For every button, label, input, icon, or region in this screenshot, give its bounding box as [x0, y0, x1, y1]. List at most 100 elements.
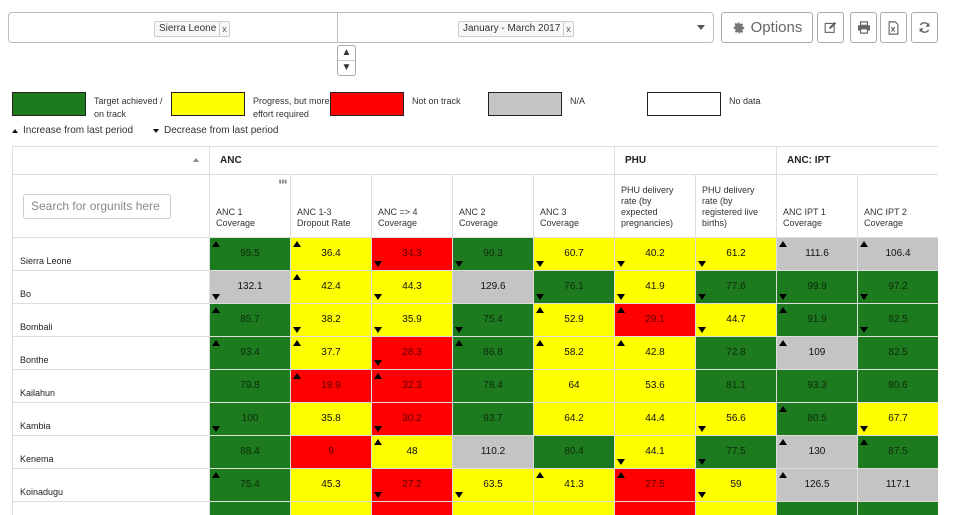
score-cell[interactable]: 81.1 — [695, 369, 778, 403]
score-cell[interactable]: 80.5 — [776, 402, 859, 436]
score-cell[interactable]: 53.6 — [614, 369, 697, 403]
print-button[interactable] — [850, 12, 877, 43]
score-cell[interactable]: 99.9 — [776, 270, 859, 304]
score-cell[interactable]: 52.9 — [532, 303, 616, 337]
bar-chart-icon[interactable]: ▮▮▮ — [278, 179, 287, 185]
score-cell[interactable]: 27.2 — [371, 468, 453, 502]
score-cell[interactable]: 91.9 — [776, 303, 859, 337]
org-unit-selector[interactable]: Sierra Leone x — [8, 12, 338, 43]
table-row[interactable]: Bombali 85.7 38.2 35.9 75.4 52.9 29.1 44.7 91.9 8… — [12, 303, 938, 337]
score-cell[interactable]: 97.2 — [857, 270, 938, 304]
table-row[interactable]: Kenema 88.4 9 48 110.2 80.4 44.1 77.5 130 87.5 — [12, 435, 938, 469]
score-cell[interactable]: 42.8 — [614, 336, 697, 370]
score-cell[interactable]: 85.7 — [209, 303, 291, 337]
org-unit-name[interactable]: Kailahun — [12, 369, 210, 403]
score-cell[interactable]: 64.2 — [532, 402, 616, 436]
column-header[interactable]: ANC 1 Coverage ▮▮▮ — [209, 174, 291, 238]
score-cell[interactable]: 126.5 — [776, 468, 859, 502]
org-unit-name[interactable]: Bombali — [12, 303, 210, 337]
org-unit-name[interactable]: Koinadugu — [12, 468, 210, 502]
score-cell[interactable]: 132.1 — [209, 270, 291, 304]
score-cell[interactable]: 29.1 — [614, 303, 697, 337]
score-cell[interactable] — [695, 501, 778, 515]
score-cell[interactable]: 35.9 — [371, 303, 453, 337]
org-unit-name[interactable]: Kambia — [12, 402, 210, 436]
score-cell[interactable]: 77.6 — [695, 270, 778, 304]
score-cell[interactable]: 110.2 — [452, 435, 534, 469]
score-cell[interactable]: 87.5 — [857, 435, 938, 469]
column-header[interactable]: ANC 2 Coverage — [452, 174, 534, 238]
score-cell[interactable] — [452, 501, 534, 515]
score-cell[interactable]: 63.5 — [452, 468, 534, 502]
chevron-down-icon[interactable] — [697, 25, 705, 30]
score-cell[interactable]: 44.4 — [614, 402, 697, 436]
score-cell[interactable] — [857, 501, 938, 515]
score-cell[interactable]: 38.2 — [290, 303, 372, 337]
score-cell[interactable]: 48 — [371, 435, 453, 469]
export-excel-button[interactable] — [880, 12, 907, 43]
period-chip-remove-button[interactable]: x — [563, 22, 573, 36]
score-cell[interactable]: 45.3 — [290, 468, 372, 502]
score-cell[interactable]: 9 — [290, 435, 372, 469]
score-cell[interactable]: 27.5 — [614, 468, 697, 502]
score-cell[interactable]: 117.1 — [857, 468, 938, 502]
score-cell[interactable]: 130 — [776, 435, 859, 469]
score-cell[interactable] — [209, 501, 291, 515]
score-cell[interactable]: 41.3 — [532, 468, 616, 502]
org-unit-name[interactable]: Kenema — [12, 435, 210, 469]
org-unit-name[interactable]: Sierra Leone — [12, 237, 210, 271]
period-selector[interactable]: January - March 2017 x — [337, 12, 714, 43]
stepper-down-button[interactable]: ▼ — [338, 60, 355, 74]
refresh-button[interactable] — [911, 12, 938, 43]
score-cell[interactable]: 28.3 — [371, 336, 453, 370]
column-header[interactable]: ANC IPT 1 Coverage — [776, 174, 859, 238]
column-header[interactable]: ANC 1-3 Dropout Rate — [290, 174, 372, 238]
score-cell[interactable]: 129.6 — [452, 270, 534, 304]
score-cell[interactable]: 72.8 — [695, 336, 778, 370]
score-cell[interactable]: 100 — [209, 402, 291, 436]
score-cell[interactable]: 93.4 — [209, 336, 291, 370]
sort-arrow-icon[interactable] — [193, 158, 199, 162]
score-cell[interactable] — [371, 501, 453, 515]
score-cell[interactable]: 75.4 — [209, 468, 291, 502]
score-cell[interactable]: 64 — [532, 369, 616, 403]
score-cell[interactable]: 86.8 — [452, 336, 534, 370]
score-cell[interactable]: 111.6 — [776, 237, 859, 271]
column-header[interactable]: PHU delivery rate (by registered live bi… — [695, 174, 778, 238]
score-cell[interactable]: 44.1 — [614, 435, 697, 469]
score-cell[interactable]: 75.4 — [452, 303, 534, 337]
score-cell[interactable]: 79.8 — [209, 369, 291, 403]
table-row[interactable]: Bonthe 93.4 37.7 28.3 86.8 58.2 42.8 72.8 109 82.… — [12, 336, 938, 370]
table-row[interactable]: Koinadugu 75.4 45.3 27.2 63.5 41.3 27.5 59 126.5… — [12, 468, 938, 502]
column-header[interactable]: ANC IPT 2 Coverage — [857, 174, 938, 238]
score-cell[interactable] — [532, 501, 616, 515]
score-cell[interactable]: 109 — [776, 336, 859, 370]
score-cell[interactable] — [776, 501, 859, 515]
score-cell[interactable]: 80.6 — [857, 369, 938, 403]
score-cell[interactable]: 19.9 — [290, 369, 372, 403]
score-cell[interactable]: 106.4 — [857, 237, 938, 271]
score-cell[interactable]: 44.7 — [695, 303, 778, 337]
score-cell[interactable]: 60.7 — [532, 237, 616, 271]
table-row[interactable]: Kailahun 79.8 19.9 32.3 78.4 64 53.6 81.1 93.3 80… — [12, 369, 938, 403]
score-cell[interactable]: 36.4 — [290, 237, 372, 271]
score-cell[interactable]: 95.5 — [209, 237, 291, 271]
score-cell[interactable]: 42.4 — [290, 270, 372, 304]
score-cell[interactable] — [614, 501, 697, 515]
edit-button[interactable] — [817, 12, 844, 43]
score-cell[interactable]: 90.3 — [452, 237, 534, 271]
score-cell[interactable]: 34.3 — [371, 237, 453, 271]
score-cell[interactable]: 56.6 — [695, 402, 778, 436]
org-unit-name[interactable]: Bonthe — [12, 336, 210, 370]
table-row[interactable]: Kambia 100 35.8 30.2 93.7 64.2 44.4 56.6 80.5 67.… — [12, 402, 938, 436]
column-header[interactable]: ANC 3 Coverage — [532, 174, 616, 238]
options-button[interactable]: Options — [721, 12, 813, 43]
score-cell[interactable] — [290, 501, 372, 515]
score-cell[interactable]: 88.4 — [209, 435, 291, 469]
score-cell[interactable]: 35.8 — [290, 402, 372, 436]
score-cell[interactable]: 37.7 — [290, 336, 372, 370]
score-cell[interactable]: 93.7 — [452, 402, 534, 436]
score-cell[interactable]: 78.4 — [452, 369, 534, 403]
score-cell[interactable]: 82.5 — [857, 303, 938, 337]
orgunit-search-input[interactable] — [23, 193, 171, 219]
